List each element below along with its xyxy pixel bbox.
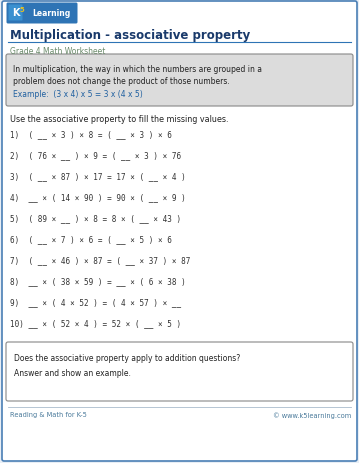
Text: Example:  (3 x 4) x 5 = 3 x (4 x 5): Example: (3 x 4) x 5 = 3 x (4 x 5) (13, 90, 143, 99)
Text: © www.k5learning.com: © www.k5learning.com (273, 411, 351, 418)
Text: 3)  ( __ × 87 ) × 17 = 17 × ( __ × 4 ): 3) ( __ × 87 ) × 17 = 17 × ( __ × 4 ) (10, 172, 186, 181)
Text: Learning: Learning (32, 9, 70, 19)
Text: 1)  ( __ × 3 ) × 8 = ( __ × 3 ) × 6: 1) ( __ × 3 ) × 8 = ( __ × 3 ) × 6 (10, 130, 172, 139)
FancyBboxPatch shape (6, 342, 353, 401)
Text: Does the associative property apply to addition questions?
Answer and show an ex: Does the associative property apply to a… (14, 353, 240, 377)
FancyBboxPatch shape (6, 55, 353, 107)
Text: Grade 4 Math Worksheet: Grade 4 Math Worksheet (10, 46, 106, 56)
FancyBboxPatch shape (9, 6, 23, 21)
Text: 5)  ( 89 × __ ) × 8 = 8 × ( __ × 43 ): 5) ( 89 × __ ) × 8 = 8 × ( __ × 43 ) (10, 213, 181, 223)
Text: Reading & Math for K-5: Reading & Math for K-5 (10, 411, 87, 417)
Text: 10) __ × ( 52 × 4 ) = 52 × ( __ × 5 ): 10) __ × ( 52 × 4 ) = 52 × ( __ × 5 ) (10, 319, 181, 327)
Text: problem does not change the product of those numbers.: problem does not change the product of t… (13, 77, 230, 86)
FancyBboxPatch shape (6, 4, 78, 25)
Text: In multiplication, the way in which the numbers are grouped in a: In multiplication, the way in which the … (13, 65, 262, 74)
Text: 9)  __ × ( 4 × 52 ) = ( 4 × 57 ) × __: 9) __ × ( 4 × 52 ) = ( 4 × 57 ) × __ (10, 297, 181, 307)
Text: Multiplication - associative property: Multiplication - associative property (10, 30, 250, 43)
Text: Use the associative property to fill the missing values.: Use the associative property to fill the… (10, 115, 228, 124)
Text: 7)  ( __ × 46 ) × 87 = ( __ × 37 ) × 87: 7) ( __ × 46 ) × 87 = ( __ × 37 ) × 87 (10, 256, 190, 264)
Text: 5: 5 (20, 7, 24, 13)
Text: K: K (12, 8, 19, 19)
Text: 8)  __ × ( 38 × 59 ) = __ × ( 6 × 38 ): 8) __ × ( 38 × 59 ) = __ × ( 6 × 38 ) (10, 276, 186, 285)
Text: 6)  ( __ × 7 ) × 6 = ( __ × 5 ) × 6: 6) ( __ × 7 ) × 6 = ( __ × 5 ) × 6 (10, 234, 172, 244)
Text: 2)  ( 76 × __ ) × 9 = ( __ × 3 ) × 76: 2) ( 76 × __ ) × 9 = ( __ × 3 ) × 76 (10, 150, 181, 160)
Text: 4)  __ × ( 14 × 90 ) = 90 × ( __ × 9 ): 4) __ × ( 14 × 90 ) = 90 × ( __ × 9 ) (10, 193, 186, 201)
